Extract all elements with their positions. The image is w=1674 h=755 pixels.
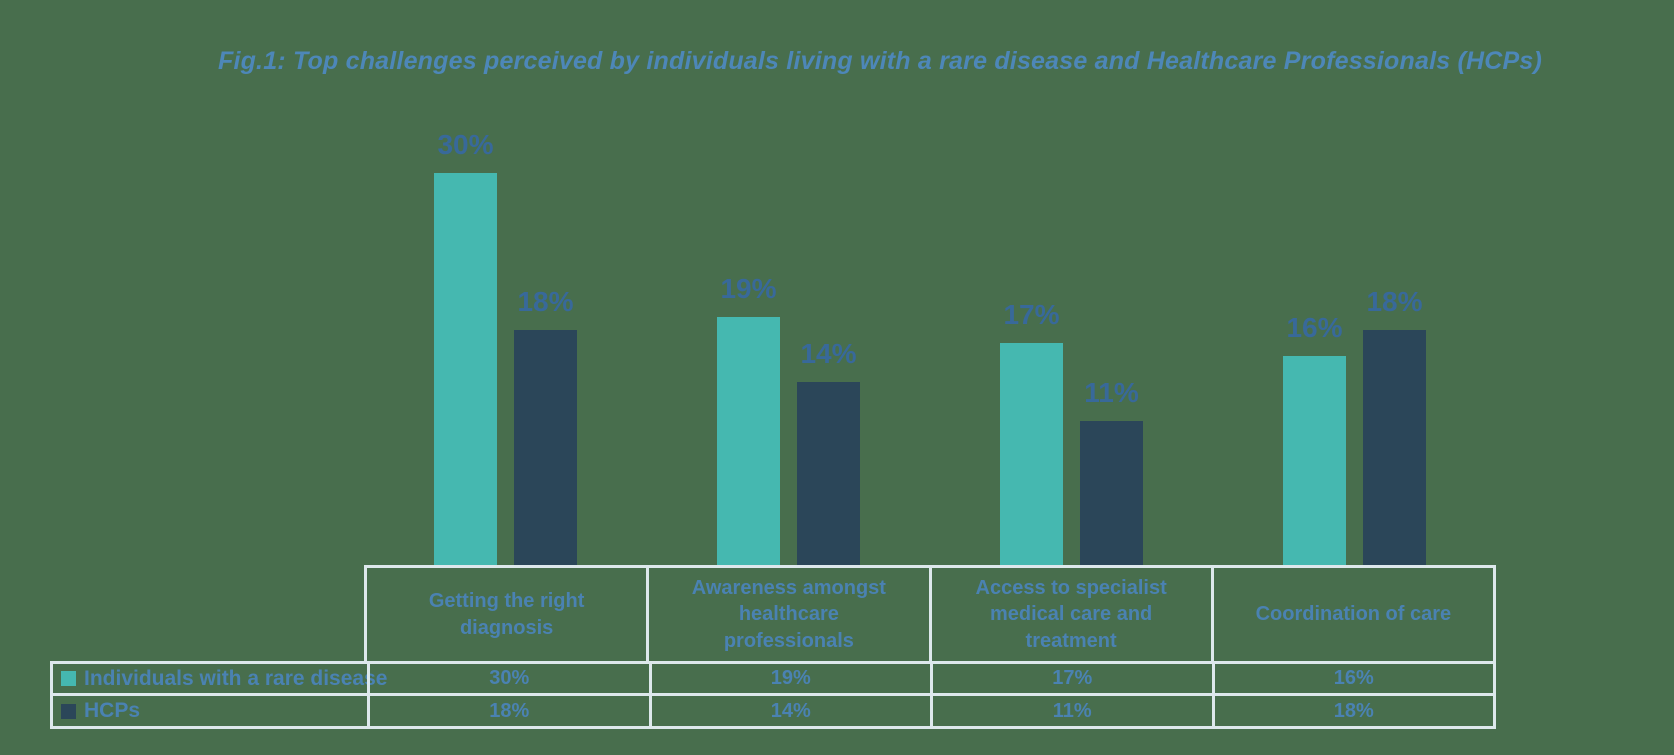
table-value-individuals-coordination: 16% [1211,664,1493,696]
table-value-hcps-diagnosis: 18% [367,696,649,726]
data-label-individuals-coordination: 16% [1286,312,1343,343]
legend-label-individuals: Individuals with a rare disease [84,666,388,690]
data-label-hcps-coordination: 18% [1366,286,1423,317]
data-label-individuals-access: 17% [1003,299,1060,330]
bar-hcps-diagnosis: 18% [514,286,577,565]
data-label-individuals-diagnosis: 30% [437,129,494,160]
bar-chart-plot: 30% 18% 19% 14% 17% 11% 16% [434,0,1426,565]
table-value-individuals-access: 17% [930,664,1212,696]
bar-group-getting-diagnosis: 30% 18% [434,0,577,565]
bar-hcps-awareness: 14% [797,338,860,565]
hcps-series-swatch-icon [61,703,76,719]
data-label-hcps-diagnosis: 18% [517,286,574,317]
category-header-coordination: Coordination of care [1210,568,1493,661]
table-value-individuals-diagnosis: 30% [367,664,649,696]
table-value-hcps-awareness: 14% [648,696,931,726]
category-header-awareness: Awareness amongst healthcare professiona… [646,568,928,661]
legend-row-individuals: Individuals with a rare disease [53,664,387,696]
category-header-getting-diagnosis: Getting the right diagnosis [428,590,585,639]
category-header-access: Access to specialist medical care and tr… [928,568,1211,661]
data-table-header-row: Getting the right diagnosis Awareness am… [364,565,1496,661]
chart-data-table: Getting the right diagnosis Awareness am… [50,565,1496,729]
bar-individuals-awareness: 19% [717,273,780,565]
data-table-body: Individuals with a rare disease 30% 19% … [50,661,1496,729]
bar-individuals-access: 17% [1000,299,1063,565]
table-value-hcps-coordination: 18% [1211,696,1494,726]
bar-group-access: 17% 11% [1000,0,1143,565]
bar-group-awareness: 19% 14% [717,0,860,565]
bar-individuals-diagnosis: 30% [434,129,497,565]
table-value-individuals-awareness: 19% [648,664,930,696]
data-label-hcps-access: 11% [1084,377,1139,408]
figure-title: Fig.1: Top challenges perceived by indiv… [217,47,1543,75]
table-value-hcps-access: 11% [930,696,1212,726]
data-label-hcps-awareness: 14% [800,338,857,369]
individuals-series-swatch-icon [61,671,76,686]
data-label-individuals-awareness: 19% [720,273,777,304]
bar-individuals-coordination: 16% [1283,312,1346,565]
legend-row-hcps: HCPs [53,696,367,726]
bar-group-coordination: 16% 18% [1283,0,1426,565]
legend-label-hcps: HCPs [84,699,141,722]
bar-hcps-coordination: 18% [1363,286,1426,565]
bar-hcps-access: 11% [1080,377,1143,565]
